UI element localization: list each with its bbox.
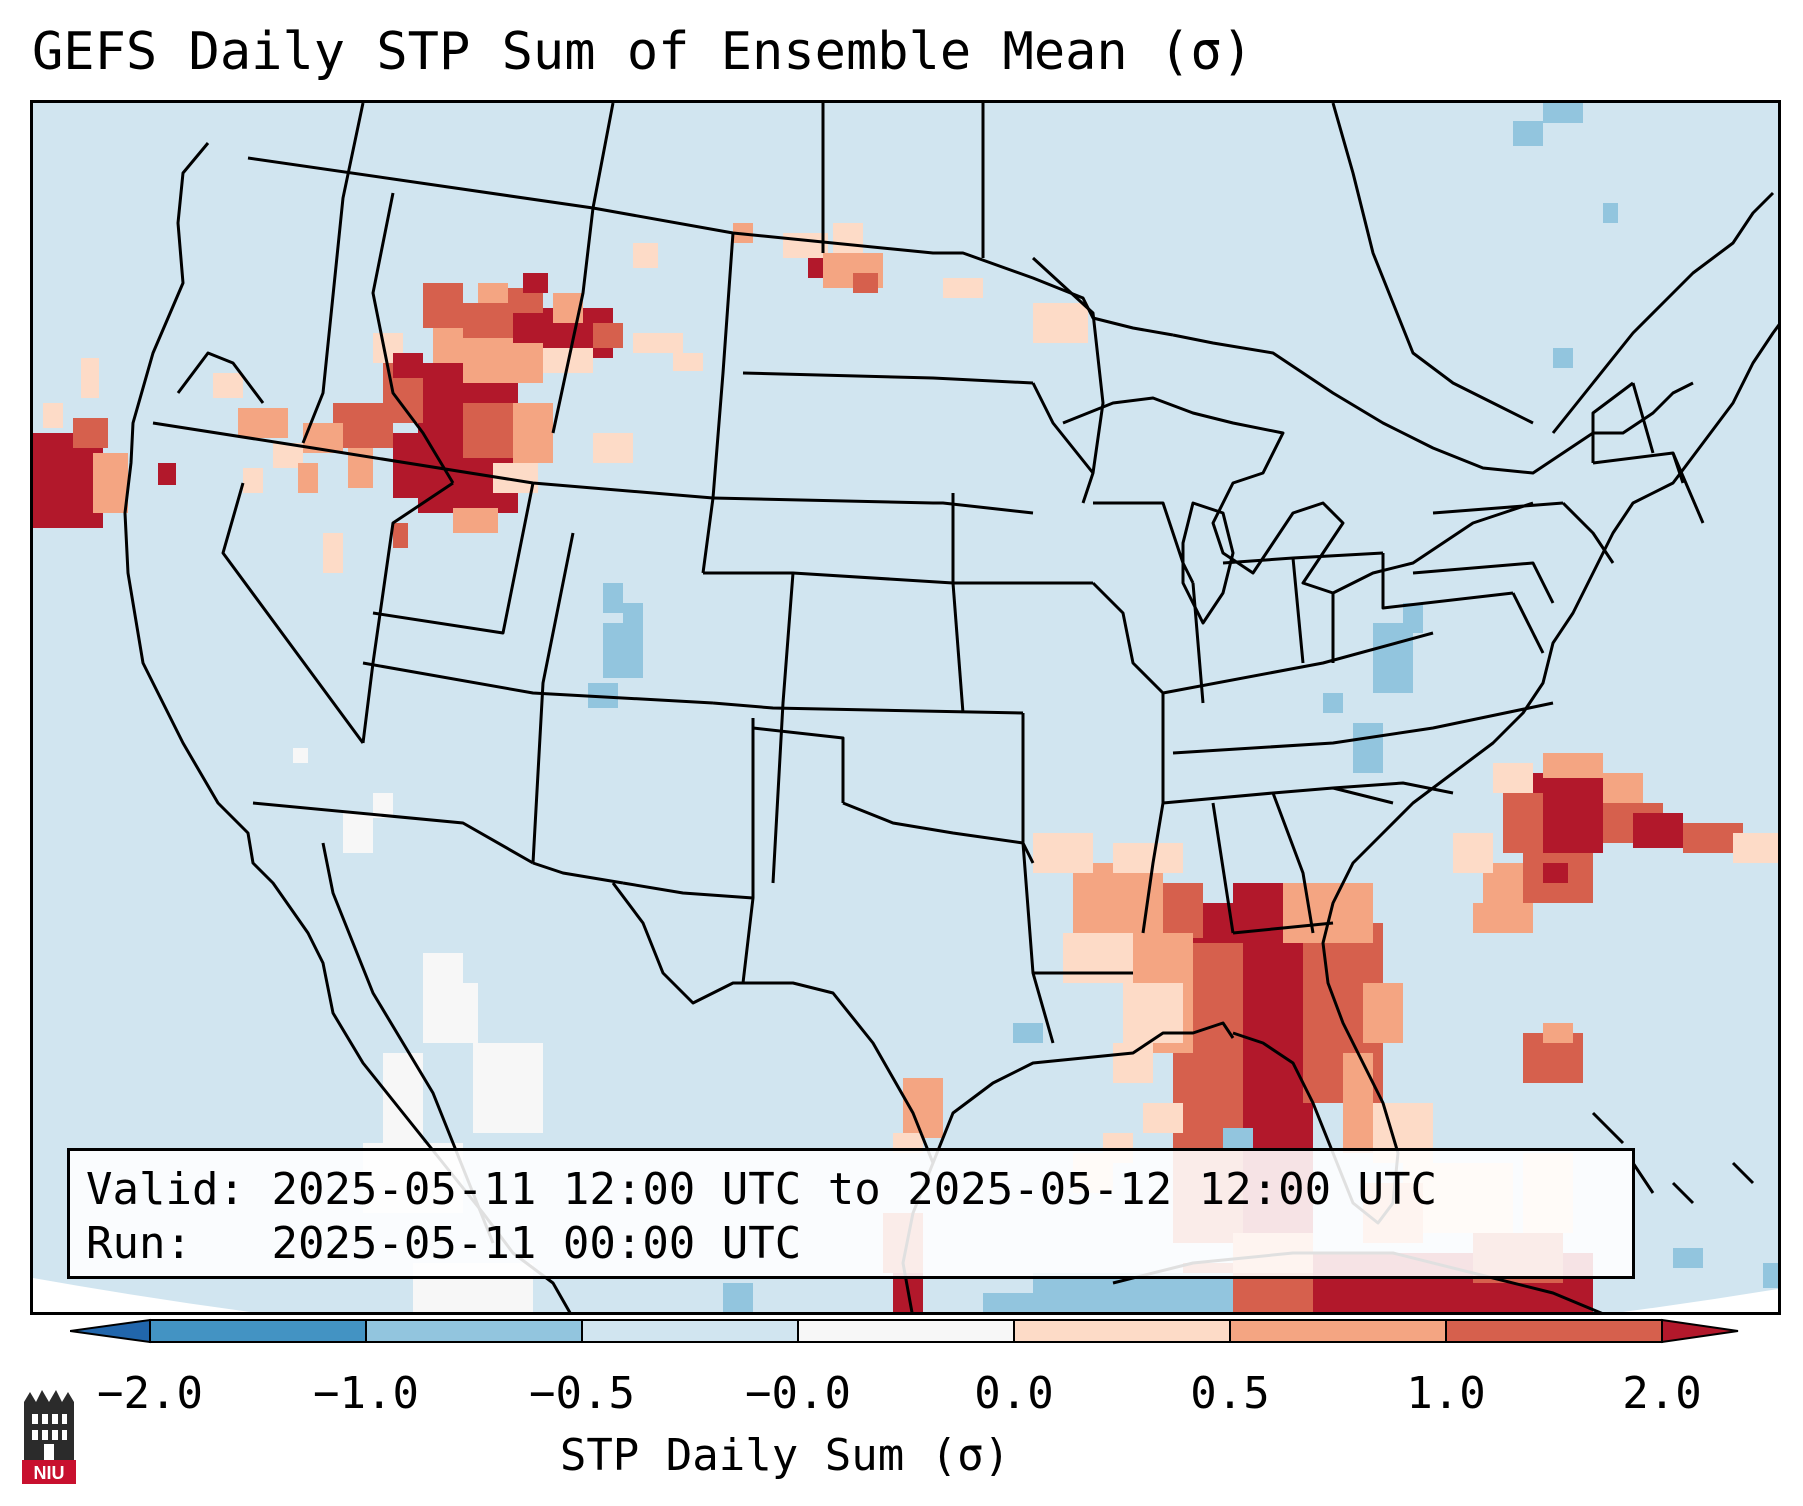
valid-time-range: 2025-05-11 12:00 UTC to 2025-05-12 12:00… (271, 1164, 1438, 1215)
map-canvas (33, 103, 1778, 1312)
colorbar-tick: −2.0 (97, 1368, 203, 1419)
colorbar-bin-1 (150, 1320, 366, 1342)
us-canada-border (247, 156, 1174, 337)
colorbar-tick: 0.0 (974, 1368, 1054, 1419)
lake-michigan (1181, 501, 1235, 625)
colorbar-tick: 0.5 (1190, 1368, 1270, 1419)
colorbar-extend-low (70, 1318, 151, 1344)
colorbar-tick: −0.0 (745, 1368, 851, 1419)
logo-text: NIU (34, 1463, 65, 1483)
us-canada-border-east (1172, 333, 1694, 475)
colorbar-tick: −1.0 (313, 1368, 419, 1419)
colorbar-bin-6 (1230, 1320, 1446, 1342)
colorbar-bin-2 (366, 1320, 582, 1342)
great-lakes (1062, 396, 1534, 595)
state-borders (152, 103, 1705, 1044)
colorbar-bin-3 (582, 1320, 798, 1342)
colorbar-bin-7 (1446, 1320, 1662, 1342)
colorbar-tick: 1.0 (1406, 1368, 1486, 1419)
colorbar-bin-5 (1014, 1320, 1230, 1342)
map-title: GEFS Daily STP Sum of Ensemble Mean (σ) (32, 22, 1253, 82)
validity-info-box: Valid: 2025-05-11 12:00 UTC to 2025-05-1… (67, 1148, 1635, 1279)
hudson-bay-coast (1331, 103, 1534, 425)
colorbar (70, 1318, 1739, 1344)
projection-edge (33, 1278, 1778, 1312)
run-label: Run: (86, 1218, 192, 1269)
texas-coast (931, 1021, 1235, 1164)
valid-label: Valid: (86, 1164, 245, 1215)
colorbar-tick: −0.5 (529, 1368, 635, 1419)
bahamas (1591, 1111, 1755, 1205)
colorbar-tick: 2.0 (1622, 1368, 1702, 1419)
colorbar-label: STP Daily Sum (σ) (559, 1430, 1011, 1481)
colorbar-bin-4 (798, 1320, 1014, 1342)
run-time: 2025-05-11 00:00 UTC (271, 1218, 802, 1269)
map-panel[interactable] (30, 100, 1781, 1315)
canada-northeast-coast (1551, 191, 1775, 434)
colorbar-extend-high (1661, 1318, 1739, 1344)
niu-logo: NIU (22, 1390, 76, 1484)
